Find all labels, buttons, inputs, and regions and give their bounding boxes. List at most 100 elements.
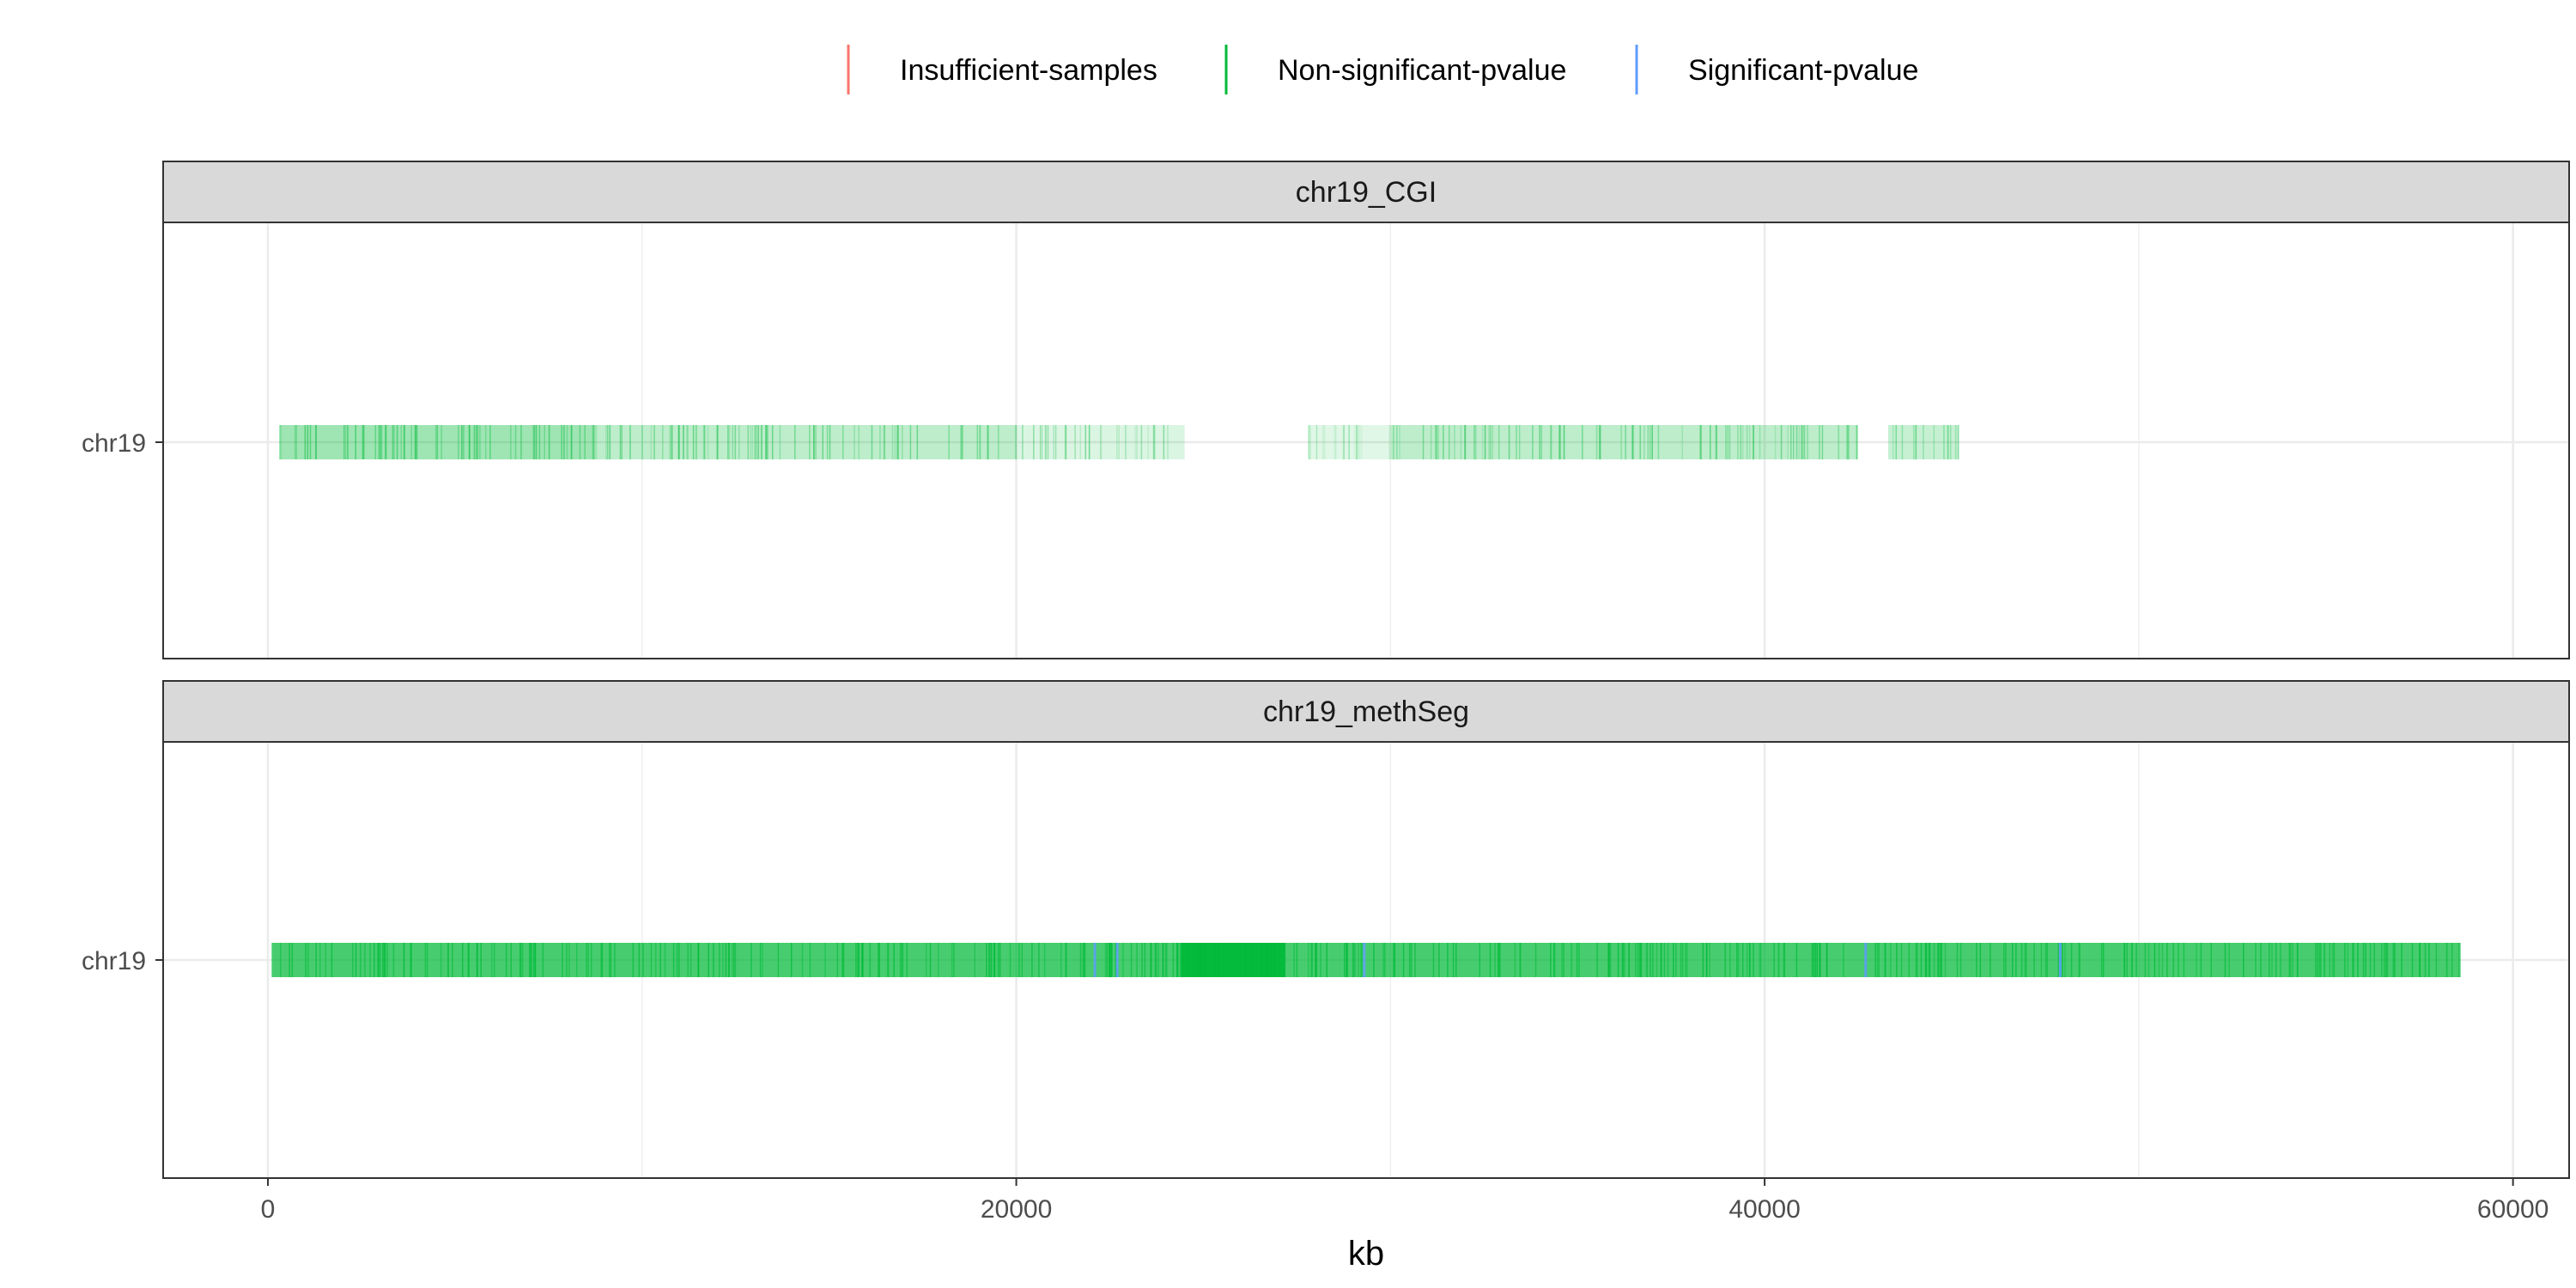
segment-interval [2079,943,2081,977]
segment-interval [1125,425,1127,459]
segment-interval [809,943,811,977]
segment-interval [1821,425,1824,459]
segment-interval [1550,943,1552,977]
segment-interval [1874,943,1876,977]
segment-interval [1787,425,1789,459]
segment-interval [759,943,762,977]
segment-interval [309,425,312,459]
segment-interval [1646,943,1649,977]
segment-interval [997,425,999,459]
segment-interval [1915,425,1917,459]
segment-interval [1709,943,1710,977]
segment-interval [861,943,863,977]
segment-interval [1596,943,1598,977]
segment-interval [1943,425,1945,459]
segment-interval [548,425,550,459]
significant-interval [1093,943,1097,977]
segment-interval [590,943,592,977]
segment-interval [1134,425,1136,459]
segment-interval [1916,943,1918,977]
segment-interval [461,943,464,977]
segment-interval [305,943,307,977]
segment-interval [325,943,327,977]
segment-interval [2100,943,2103,977]
segment-interval [1540,425,1542,459]
segment-interval [747,425,749,459]
segment-interval [1774,425,1777,459]
segment-interval [1563,943,1564,977]
segment-interval [893,943,895,977]
segment-interval [2269,943,2270,977]
segment-interval [1315,425,1318,459]
segment-interval [1519,943,1522,977]
segment-interval [2344,943,2346,977]
segment-interval [1724,943,1726,977]
segment-interval [896,425,898,459]
segment-interval [1746,943,1748,977]
significant-interval [1363,943,1366,977]
segment-interval [2316,943,2318,977]
segment-interval [519,943,521,977]
segment-interval [1244,943,1247,977]
segment-interval [671,425,673,459]
segment-interval [1990,943,1991,977]
segment-interval [1622,943,1625,977]
segment-interval [382,943,384,977]
segment-interval [2011,943,2014,977]
segment-interval [1488,425,1490,459]
segment-interval [1438,943,1440,977]
coverage-segment [1285,943,2461,977]
segment-interval [360,943,361,977]
segment-interval [1915,943,1917,977]
segment-interval [377,943,379,977]
segment-interval [347,425,349,459]
segment-interval [2386,943,2389,977]
segment-interval [479,425,481,459]
segment-interval [717,425,719,459]
segment-interval [1532,425,1534,459]
segment-interval [1180,943,1182,977]
segment-interval [447,943,449,977]
segment-interval [480,943,482,977]
segment-interval [344,425,347,459]
segment-interval [1043,943,1046,977]
segment-interval [469,425,471,459]
segment-interval [1777,943,1780,977]
segment-interval [822,425,824,459]
segment-interval [1460,425,1462,459]
segment-interval [1018,943,1020,977]
segment-interval [392,425,394,459]
segment-interval [2005,943,2007,977]
segment-interval [1200,943,1202,977]
segment-interval [2070,943,2073,977]
segment-interval [1675,943,1677,977]
segment-interval [1625,425,1626,459]
segment-interval [1631,425,1634,459]
segment-interval [2130,943,2133,977]
segment-interval [638,943,641,977]
segment-interval [1912,425,1915,459]
segment-interval [384,943,386,977]
segment-interval [1100,425,1103,459]
segment-interval [987,425,988,459]
segment-interval [1435,425,1437,459]
segment-interval [1790,425,1792,459]
segment-interval [869,943,872,977]
segment-interval [2458,943,2460,977]
segment-interval [813,425,815,459]
segment-interval [1124,425,1127,459]
segment-interval [1539,425,1540,459]
segment-interval [2183,943,2185,977]
segment-interval [809,425,811,459]
segment-interval [883,425,885,459]
strip-methseg [162,680,2570,743]
segment-interval [2123,943,2125,977]
strip-label-cgi: chr19_CGI [1296,176,1437,209]
segment-interval [1933,943,1935,977]
segment-interval [1637,943,1639,977]
segment-interval [1074,425,1076,459]
segment-interval [1443,425,1444,459]
segment-interval [1311,943,1313,977]
segment-interval [1753,425,1754,459]
segment-interval [463,425,465,459]
